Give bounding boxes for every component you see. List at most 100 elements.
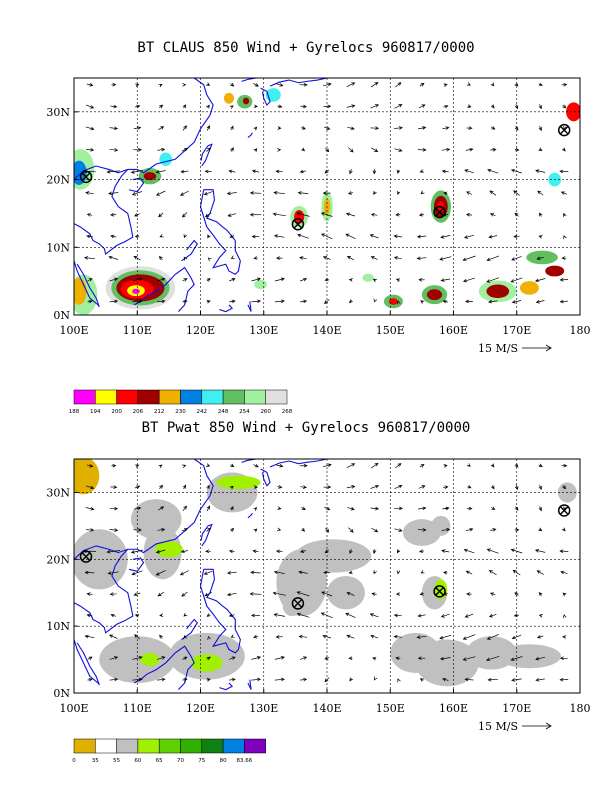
wind-vector — [489, 190, 497, 196]
wind-vector — [440, 613, 450, 618]
wind-vector — [132, 277, 143, 282]
wind-vector — [393, 634, 403, 639]
shading-blob — [132, 288, 140, 295]
wind-vector — [511, 256, 522, 261]
x-tick-label: 100E — [59, 324, 88, 337]
gyreloc-marker — [291, 597, 305, 610]
wind-vector — [85, 485, 95, 490]
wind-vector — [373, 298, 378, 303]
wind-vector — [514, 463, 519, 468]
wind-vector — [84, 256, 95, 260]
wind-vector — [230, 634, 235, 638]
shading-blob — [545, 265, 565, 277]
wind-vector — [439, 656, 451, 661]
reference-vector-label: 15 M/S — [478, 342, 518, 355]
wind-vector — [562, 592, 567, 597]
shading-blob — [388, 298, 398, 305]
wind-vector — [486, 277, 500, 283]
wind-vector — [466, 126, 473, 130]
gyreloc-marker — [433, 205, 446, 219]
wind-vector — [536, 570, 544, 575]
wind-vector — [396, 549, 401, 554]
x-tick-label: 140E — [312, 324, 341, 337]
wind-vector — [249, 191, 262, 195]
colorbar-label: 55 — [113, 758, 120, 764]
wind-vector — [253, 507, 258, 511]
shading-blob — [242, 97, 250, 105]
wind-vector — [394, 528, 403, 532]
wind-vector — [463, 548, 475, 554]
colorbar-label: 242 — [197, 409, 208, 415]
wind-vector — [227, 571, 237, 575]
wind-vector — [395, 592, 400, 596]
y-tick-label: 10N — [46, 620, 70, 633]
wind-vector — [346, 634, 355, 639]
wind-vector — [156, 277, 166, 282]
wind-vector — [86, 463, 94, 468]
wind-vector — [181, 591, 188, 597]
wind-vector — [370, 462, 379, 469]
wind-vector — [514, 82, 519, 87]
coastline — [74, 78, 214, 180]
wind-vector — [206, 125, 210, 131]
gyreloc-marker — [79, 170, 93, 184]
wind-vector — [512, 569, 521, 576]
wind-vector — [204, 169, 212, 174]
wind-vector — [346, 463, 356, 469]
x-tick-label: 120E — [186, 702, 215, 715]
colorbar-label: 230 — [175, 409, 186, 415]
wind-vector — [109, 299, 119, 304]
coastline — [260, 87, 271, 107]
wind-vector — [229, 299, 236, 304]
shading-blob — [295, 539, 372, 573]
wind-vector — [538, 527, 543, 531]
wind-vector — [393, 613, 402, 618]
wind-vector — [206, 527, 212, 532]
x-tick-label: 170E — [502, 702, 531, 715]
colorbar-swatch — [201, 389, 224, 405]
wind-vector — [180, 169, 189, 174]
wind-vector — [229, 656, 236, 660]
colorbar-label: 260 — [260, 409, 271, 415]
wind-vector — [134, 213, 140, 217]
wind-vector — [277, 126, 282, 130]
wind-vector — [439, 256, 452, 261]
wind-vector — [559, 277, 569, 282]
wind-vector — [441, 147, 451, 152]
wind-vector — [396, 190, 401, 196]
wind-vector — [133, 592, 141, 596]
wind-vector — [277, 148, 282, 152]
x-tick-label: 160E — [439, 324, 468, 337]
x-tick-label: 130E — [249, 324, 278, 337]
wind-vector — [419, 591, 424, 596]
shading-blob — [566, 102, 580, 122]
wind-vector — [349, 299, 353, 304]
colorbar-swatch — [73, 389, 96, 405]
wind-vector — [561, 256, 567, 260]
wind-vector — [206, 656, 211, 661]
wind-vector — [465, 212, 473, 217]
wind-vector — [229, 278, 236, 282]
wind-vector — [205, 549, 211, 554]
shading-blob — [159, 152, 173, 167]
wind-vector — [394, 506, 403, 511]
wind-vector — [490, 463, 495, 468]
wind-vector — [417, 147, 427, 152]
wind-vector — [348, 527, 354, 533]
wind-vector — [226, 592, 237, 597]
y-tick-label: 10N — [46, 241, 70, 254]
colorbar-swatch — [201, 738, 224, 754]
wind-vector — [159, 484, 164, 489]
wind-vector — [538, 506, 542, 512]
wind-vector — [274, 277, 285, 282]
x-tick-label: 110E — [123, 702, 152, 715]
wind-vector — [467, 484, 472, 489]
wind-vector — [538, 125, 543, 132]
wind-vector — [203, 570, 213, 575]
wind-vector — [320, 612, 333, 619]
wind-vector — [155, 570, 166, 576]
wind-vector — [230, 505, 234, 511]
wind-vector — [418, 277, 425, 282]
wind-vector — [206, 147, 212, 152]
